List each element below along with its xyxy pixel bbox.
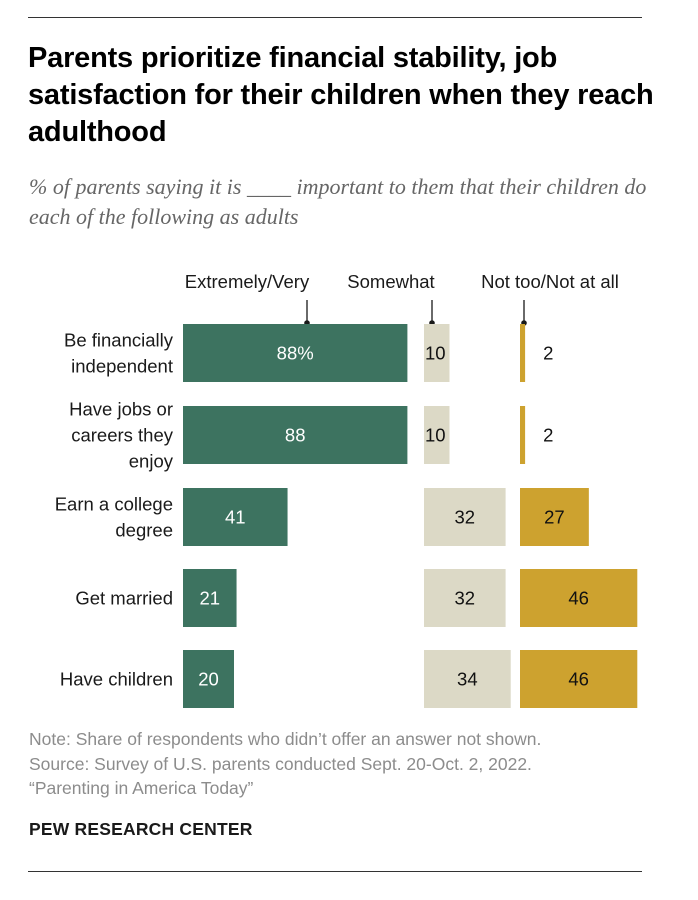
data-label-somewhat: 32 [455, 507, 476, 528]
bar-somewhat [424, 650, 511, 708]
data-label-not-too-not-at-all: 2 [543, 343, 553, 364]
bar-somewhat [424, 488, 506, 546]
data-label-not-too-not-at-all: 2 [543, 425, 553, 446]
brand-logo-text: PEW RESEARCH CENTER [29, 819, 253, 839]
bar-not-too-not-at-all [520, 488, 589, 546]
data-label-not-too-not-at-all: 27 [544, 507, 565, 528]
data-label-not-too-not-at-all: 46 [568, 669, 589, 690]
chart-note: Note: Share of respondents who didn’t of… [29, 727, 669, 801]
data-label-extremely-very: 20 [198, 669, 219, 690]
legend-not-too-not-at-all: Not too/Not at all [481, 271, 619, 292]
data-label-somewhat: 32 [455, 588, 476, 609]
data-label-somewhat: 34 [457, 669, 478, 690]
bar-not-too-not-at-all [520, 406, 526, 464]
bar-somewhat [424, 569, 506, 627]
report-line: “Parenting in America Today” [29, 778, 254, 798]
bar-extremely-very [183, 406, 408, 464]
legend-extremely-very: Extremely/Very [185, 271, 310, 292]
chart-title: Parents prioritize financial stability, … [28, 42, 654, 148]
source-line: Source: Survey of U.S. parents conducted… [29, 753, 532, 774]
data-label-not-too-not-at-all: 46 [568, 588, 589, 609]
bar-extremely-very [183, 488, 288, 546]
category-label: Be financially independent [64, 330, 174, 377]
top-rule [28, 17, 642, 18]
bar-chart: Extremely/Very Somewhat Not too/Not at all… [55, 271, 638, 708]
bar-extremely-very [183, 650, 234, 708]
category-label: Have children [60, 669, 173, 690]
category-label: Earn a college degree [55, 494, 173, 541]
bar-extremely-very [183, 324, 408, 382]
data-label-extremely-very: 21 [199, 588, 220, 609]
bar-somewhat [424, 324, 450, 382]
data-label-somewhat: 10 [425, 425, 446, 446]
bar-not-too-not-at-all [520, 324, 526, 382]
category-label: Have jobs or careers they enjoy [69, 399, 174, 472]
legend-somewhat: Somewhat [347, 271, 434, 292]
bar-extremely-very [183, 569, 237, 627]
data-label-extremely-very: 41 [225, 507, 246, 528]
category-label: Get married [75, 588, 173, 609]
chart-subtitle: % of parents saying it is ____ important… [29, 174, 647, 229]
note-line: Note: Share of respondents who didn’t of… [29, 729, 542, 749]
bottom-rule [28, 871, 642, 872]
bar-not-too-not-at-all [520, 650, 638, 708]
data-label-extremely-very: 88% [277, 343, 314, 364]
data-label-extremely-very: 88 [285, 425, 306, 446]
bar-not-too-not-at-all [520, 569, 638, 627]
data-label-somewhat: 10 [425, 343, 446, 364]
bar-somewhat [424, 406, 450, 464]
